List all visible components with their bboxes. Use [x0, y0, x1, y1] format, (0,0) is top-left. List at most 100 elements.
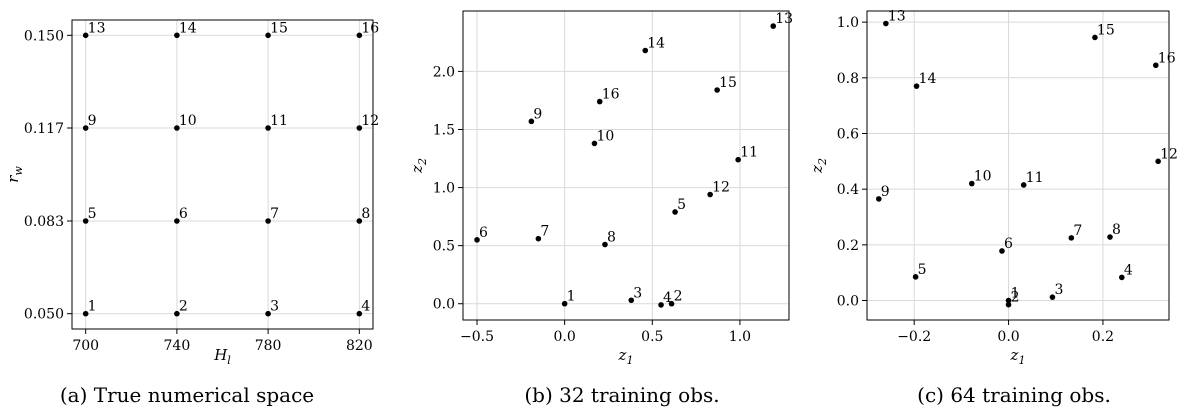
data-point — [82, 125, 89, 131]
data-point-label: 16 — [1158, 50, 1176, 66]
data-point — [1068, 235, 1075, 241]
x-tick-label: 0.0 — [997, 329, 1019, 345]
data-point-label: 9 — [881, 184, 890, 200]
x-tick-label: 700 — [72, 338, 99, 354]
x-tick-label: 780 — [255, 338, 282, 354]
data-point-label: 9 — [88, 113, 97, 129]
data-point-label: 4 — [361, 299, 370, 315]
data-point — [265, 125, 271, 131]
data-point — [356, 32, 363, 39]
data-point — [591, 140, 598, 147]
data-point — [82, 310, 89, 317]
data-point — [1155, 158, 1161, 165]
data-point — [968, 180, 975, 187]
y-tick-label: 0.050 — [24, 307, 64, 323]
data-point — [875, 196, 882, 202]
data-point — [628, 297, 635, 304]
data-point-label: 5 — [918, 262, 927, 278]
y-tick-label: 0.117 — [24, 121, 64, 137]
x-axis-label: z1 — [618, 346, 634, 367]
x-tick-label: 0.0 — [554, 329, 576, 345]
plot-frame — [462, 10, 790, 321]
data-point-label: 12 — [1160, 146, 1178, 162]
data-point — [265, 218, 271, 224]
data-point-label: 13 — [88, 20, 106, 36]
data-point-label: 2 — [1011, 290, 1020, 306]
data-point — [1092, 34, 1098, 41]
y-tick-label: 0.0 — [433, 297, 455, 313]
y-tick-label: 0.5 — [433, 239, 455, 255]
data-point-label: 8 — [361, 206, 370, 222]
data-point — [265, 310, 271, 317]
data-point-label: 11 — [740, 145, 758, 161]
data-point-label: 5 — [677, 197, 686, 213]
y-tick-label: 0.2 — [837, 238, 859, 254]
data-point-label: 15 — [1097, 22, 1115, 38]
data-point — [474, 237, 480, 243]
data-point — [174, 32, 180, 39]
y-tick-label: 0.0 — [837, 294, 859, 310]
chart-panel-2: −0.5 0.0 0.5 1.00.00.51.01.52.01 23 456 7 89101… — [408, 10, 793, 407]
data-point — [1020, 182, 1027, 188]
data-point — [883, 20, 889, 27]
data-point — [1119, 274, 1125, 281]
data-point-label: 14 — [647, 35, 665, 51]
data-point-label: 3 — [270, 299, 279, 315]
data-point — [672, 209, 678, 215]
data-point-label: 15 — [270, 20, 288, 36]
data-point — [265, 32, 271, 39]
x-axis-label: Hl — [213, 346, 231, 367]
x-tick-label: 1.0 — [729, 329, 751, 345]
data-point-label: 8 — [1112, 222, 1121, 238]
data-point — [82, 32, 89, 39]
data-point — [82, 218, 89, 224]
data-point — [913, 83, 920, 89]
data-point-label: 4 — [1124, 262, 1133, 278]
data-point — [999, 248, 1005, 254]
data-point — [596, 98, 603, 105]
data-point-label: 8 — [607, 229, 616, 245]
data-point — [642, 47, 649, 54]
y-tick-label: 0.8 — [837, 71, 859, 87]
y-axis-label: rw — [4, 166, 25, 183]
plot-frame — [71, 19, 374, 330]
data-point-label: 12 — [361, 113, 379, 129]
data-point — [1107, 234, 1113, 240]
data-point-label: 5 — [88, 206, 97, 222]
data-point-label: 4 — [663, 290, 672, 306]
data-point-label: 2 — [179, 299, 188, 315]
data-point-label: 3 — [1054, 282, 1063, 298]
x-tick-label: 0.2 — [1092, 329, 1114, 345]
y-tick-label: 0.150 — [24, 28, 64, 44]
data-point-label: 14 — [179, 20, 197, 36]
y-tick-label: 1.5 — [433, 122, 455, 138]
y-axis-label: z2 — [408, 158, 429, 174]
y-tick-label: 0.083 — [24, 214, 64, 230]
data-point — [356, 310, 363, 317]
y-tick-label: 0.6 — [837, 126, 859, 142]
data-point-label: 7 — [540, 224, 549, 240]
data-point-label: 13 — [775, 11, 793, 27]
data-point-label: 11 — [1026, 170, 1044, 186]
data-point-label: 6 — [179, 206, 188, 222]
data-point-label: 1 — [1011, 286, 1020, 302]
data-point — [356, 125, 363, 131]
data-point — [1005, 301, 1012, 308]
data-point — [658, 302, 664, 308]
data-point-label: 12 — [712, 180, 730, 196]
chart-panel-3: −0.2 0.0 0.2 0.0 0.2 0.4 0.6 0.8 1.0 12 3 4 5 6 7 8 9 10 1… — [808, 9, 1178, 407]
data-point-label: 13 — [888, 9, 906, 25]
data-point — [1049, 294, 1056, 300]
data-point-label: 3 — [633, 285, 642, 301]
panel-caption: (c) 64 training obs. — [917, 383, 1111, 407]
data-point — [1152, 62, 1159, 69]
data-point-label: 10 — [596, 128, 614, 144]
data-point — [714, 87, 720, 93]
data-point-label: 7 — [1073, 223, 1082, 239]
data-point — [528, 118, 535, 125]
data-point-label: 6 — [1004, 236, 1013, 252]
data-point — [668, 300, 675, 307]
plot-frame — [866, 10, 1170, 321]
data-point — [174, 310, 180, 317]
